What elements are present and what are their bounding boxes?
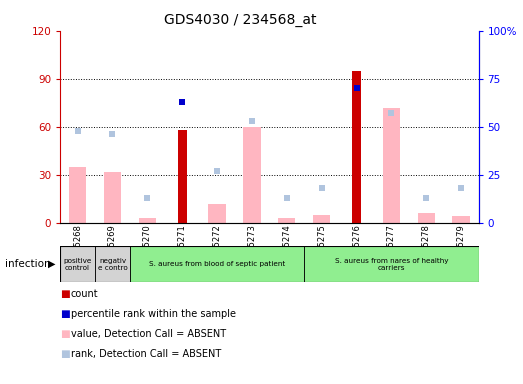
Text: S. aureus from blood of septic patient: S. aureus from blood of septic patient xyxy=(149,261,285,267)
Bar xyxy=(352,71,361,223)
Text: S. aureus from nares of healthy
carriers: S. aureus from nares of healthy carriers xyxy=(335,258,448,270)
Text: ■: ■ xyxy=(60,289,70,299)
FancyBboxPatch shape xyxy=(130,246,304,282)
Point xyxy=(143,195,152,201)
Text: count: count xyxy=(71,289,98,299)
Bar xyxy=(452,216,470,223)
Text: percentile rank within the sample: percentile rank within the sample xyxy=(71,309,235,319)
Point xyxy=(108,131,117,137)
FancyBboxPatch shape xyxy=(60,246,95,282)
Point xyxy=(387,110,395,116)
Point xyxy=(457,185,465,191)
Point xyxy=(248,118,256,124)
Text: GDS4030 / 234568_at: GDS4030 / 234568_at xyxy=(164,13,317,27)
Bar xyxy=(104,172,121,223)
Bar xyxy=(178,130,187,223)
Text: ▶: ▶ xyxy=(48,259,55,269)
Point xyxy=(422,195,430,201)
Text: value, Detection Call = ABSENT: value, Detection Call = ABSENT xyxy=(71,329,226,339)
Bar xyxy=(383,108,400,223)
FancyBboxPatch shape xyxy=(304,246,479,282)
Text: ■: ■ xyxy=(60,349,70,359)
Point xyxy=(213,168,221,174)
Bar xyxy=(417,213,435,223)
Point xyxy=(73,127,82,134)
Text: infection: infection xyxy=(5,259,51,269)
Text: ■: ■ xyxy=(60,329,70,339)
Bar xyxy=(243,127,260,223)
Bar xyxy=(69,167,86,223)
Bar xyxy=(278,218,295,223)
FancyBboxPatch shape xyxy=(95,246,130,282)
Point xyxy=(178,99,186,105)
Point xyxy=(353,85,361,91)
Bar xyxy=(208,204,226,223)
Text: negativ
e contro: negativ e contro xyxy=(98,258,127,270)
Text: positive
control: positive control xyxy=(63,258,92,270)
Bar xyxy=(139,218,156,223)
Point xyxy=(317,185,326,191)
Text: ■: ■ xyxy=(60,309,70,319)
Point xyxy=(282,195,291,201)
Text: rank, Detection Call = ABSENT: rank, Detection Call = ABSENT xyxy=(71,349,221,359)
Bar xyxy=(313,215,331,223)
